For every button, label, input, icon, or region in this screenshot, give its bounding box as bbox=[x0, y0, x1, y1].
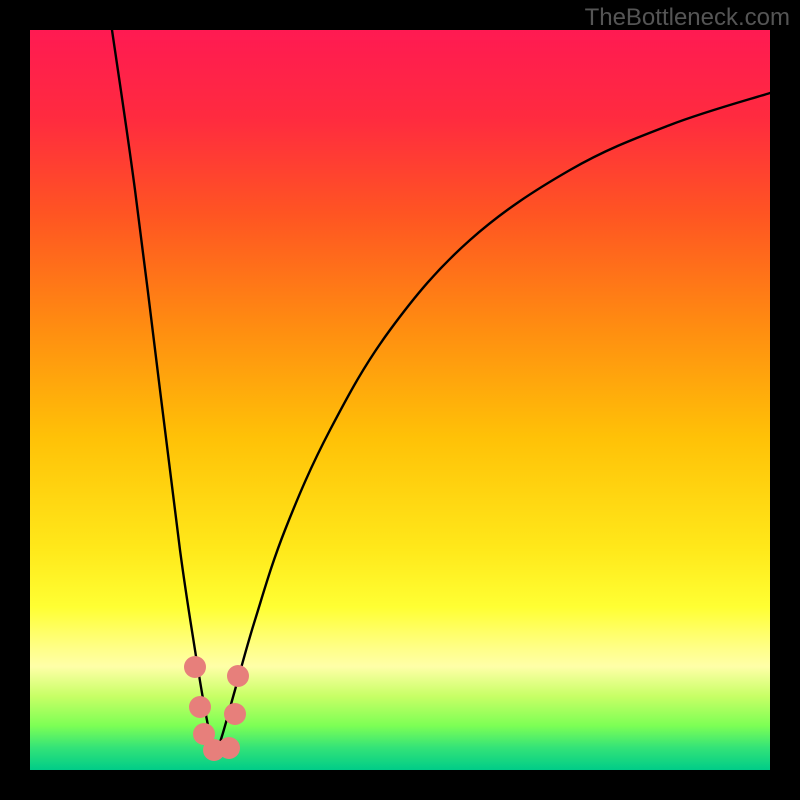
gradient-background bbox=[30, 30, 770, 770]
data-marker bbox=[227, 665, 249, 687]
data-marker bbox=[224, 703, 246, 725]
data-marker bbox=[218, 737, 240, 759]
plot-area bbox=[30, 30, 770, 770]
chart-canvas: TheBottleneck.com bbox=[0, 0, 800, 800]
bottleneck-curve-chart bbox=[0, 0, 800, 800]
data-marker bbox=[184, 656, 206, 678]
data-marker bbox=[189, 696, 211, 718]
